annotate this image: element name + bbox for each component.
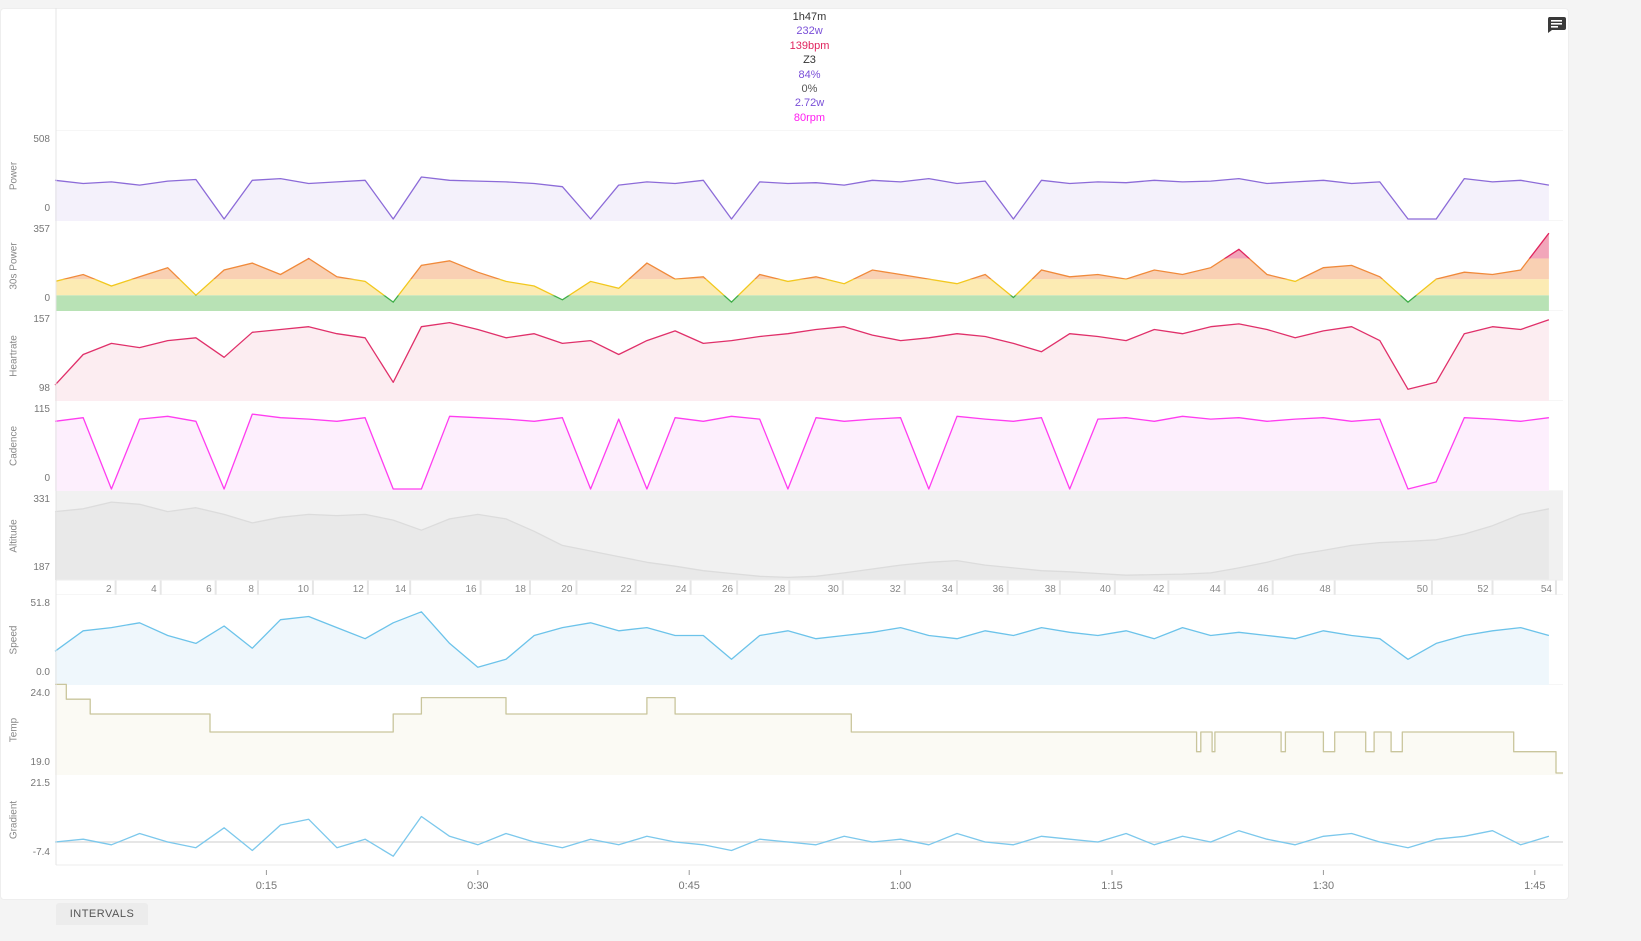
lap-label[interactable]: 6 [206,584,212,595]
power30-ymax-label: 357 [33,224,50,235]
lap-label[interactable]: 36 [993,584,1005,595]
lap-label[interactable]: 44 [1210,584,1222,595]
time-tick-label: 0:30 [467,880,488,892]
zone-2-fill [56,279,1549,296]
stat-heartrate: 139bpm [789,39,830,52]
speed-line [54,611,1550,668]
lap-label[interactable]: 40 [1100,584,1112,595]
lap-label[interactable]: 10 [298,584,310,595]
time-tick-label: 0:45 [678,880,699,892]
power-area [55,177,1549,221]
speed-ymax-label: 51.8 [30,598,50,609]
temp-area [55,684,1563,775]
time-tick-label: 1:45 [1524,880,1545,892]
stat-power-weight: 2.72w [794,97,825,110]
lap-label[interactable]: 12 [353,584,365,595]
time-tick-label: 1:15 [1101,880,1122,892]
heartrate-ymin-label: 98 [38,383,50,394]
lap-label[interactable]: 24 [675,584,687,595]
lap-label[interactable]: 34 [942,584,954,595]
gradient-axis-title: Gradient [8,800,20,840]
lap-label[interactable]: 38 [1045,584,1057,595]
cadence-line [54,413,1549,490]
lap-label[interactable]: 4 [151,584,157,595]
lap-label[interactable]: 50 [1417,584,1429,595]
heartrate-ymax-label: 157 [33,314,50,325]
temp-line [55,683,1563,774]
temp-axis-title: Temp [8,717,20,743]
stat-cadence: 80rpm [793,111,826,124]
lap-label[interactable]: 16 [465,584,477,595]
tab-intervals[interactable]: INTERVALS [56,903,148,925]
lap-label[interactable]: 18 [515,584,527,595]
lap-label[interactable]: 22 [621,584,633,595]
cadence-ymax-label: 115 [34,404,50,415]
temp-ymin-label: 19.0 [30,757,50,768]
speed-axis-title: Speed [8,625,20,655]
lap-label[interactable]: 32 [890,584,902,595]
time-tick-label: 1:00 [890,880,911,892]
power-ymax-label: 508 [33,134,50,145]
lap-strip [56,580,1563,595]
stat-power: 232w [796,25,823,38]
speed-area [55,611,1549,685]
altitude-axis-title: Altitude [8,518,20,553]
lap-label[interactable]: 26 [722,584,734,595]
power30-ymin-label: 0 [44,293,50,304]
lap-label[interactable]: 8 [248,584,254,595]
lap-label[interactable]: 52 [1477,584,1489,595]
power-line [54,176,1550,220]
cadence-axis-title: Cadence [8,425,20,467]
lap-label[interactable]: 48 [1320,584,1332,595]
lap-label[interactable]: 30 [828,584,840,595]
stat-intensity: 84% [798,68,821,81]
zone-1-fill [56,295,1549,311]
gradient-ymin-label: -7.4 [32,847,50,858]
power-axis-title: Power [8,161,20,191]
power30-axis-title: 30s Power [8,242,20,290]
temp-ymax-label: 24.0 [30,688,50,699]
lap-label[interactable]: 28 [774,584,786,595]
power30-line-zone-3 [61,258,1531,280]
lap-label[interactable]: 42 [1153,584,1165,595]
cadence-ymin-label: 0 [44,473,50,484]
altitude-area [55,502,1549,580]
time-tick-label: 1:30 [1313,880,1334,892]
lap-label[interactable]: 20 [561,584,573,595]
speed-ymin-label: 0.0 [36,667,50,678]
altitude-ymax-label: 331 [33,494,50,505]
heartrate-axis-title: Heartrate [8,335,20,377]
gradient-ymax-label: 21.5 [30,778,50,789]
power-ymin-label: 0 [44,203,50,214]
heartrate-line [54,319,1550,390]
tab-intervals-label: INTERVALS [69,908,135,920]
stat-duration: 1h47m [792,11,827,23]
gradient-panel-bg [56,775,1563,865]
selection-summary: 1h47m 232w 139bpm Z3 84% 0% 2.72w 80rpm [56,10,1563,125]
chat-bubble-icon[interactable] [1547,17,1566,33]
lap-label[interactable]: 14 [395,584,407,595]
lap-label[interactable]: 2 [106,584,112,595]
stat-gradient: 0% [801,83,818,96]
time-tick-label: 0:15 [256,880,277,892]
lap-label[interactable]: 54 [1541,584,1553,595]
gradient-line [54,815,1550,857]
heartrate-area [55,319,1549,401]
stat-zone: Z3 [803,54,816,67]
lap-label[interactable]: 46 [1258,584,1270,595]
altitude-ymin-label: 187 [33,562,50,573]
altitude-line [54,501,1550,579]
